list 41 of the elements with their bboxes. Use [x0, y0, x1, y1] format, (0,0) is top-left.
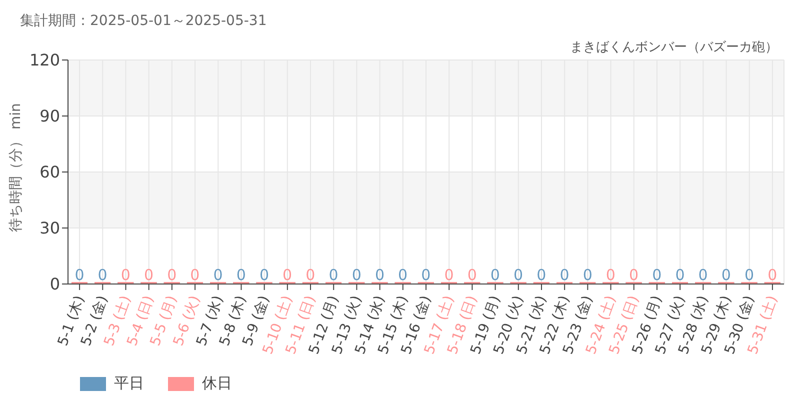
chart-title: 集計期間：2025-05-01～2025-05-31: [20, 12, 267, 30]
data-label: 0: [490, 266, 500, 284]
y-tick-label: 120: [29, 50, 60, 70]
data-label: 0: [213, 266, 223, 284]
data-label: 0: [236, 266, 246, 284]
data-label: 0: [467, 266, 477, 284]
data-label: 0: [259, 266, 270, 284]
y-tick-label: 90: [40, 106, 60, 126]
data-label: 0: [282, 266, 292, 284]
data-label: 0: [582, 266, 592, 284]
data-label: 0: [698, 266, 708, 284]
y-tick-label: 0: [50, 274, 60, 294]
y-axis-title: 待ち時間（分） min: [8, 103, 24, 232]
data-label: 0: [652, 266, 662, 284]
data-label: 0: [74, 266, 84, 284]
y-tick-label: 30: [40, 218, 60, 238]
data-label: 0: [606, 266, 616, 284]
data-label: 0: [675, 266, 685, 284]
data-label: 0: [98, 266, 108, 284]
data-label: 0: [444, 266, 454, 284]
data-label: 0: [768, 266, 778, 284]
data-label: 0: [120, 266, 130, 284]
y-tick-label: 60: [40, 162, 60, 182]
data-label: 0: [190, 266, 200, 284]
data-label: 0: [328, 266, 338, 284]
data-label: 0: [398, 266, 408, 284]
data-label: 0: [144, 266, 154, 284]
legend-label: 平日: [113, 374, 144, 393]
data-label: 0: [629, 266, 639, 284]
data-label: 0: [536, 266, 546, 284]
data-label: 0: [306, 266, 316, 284]
legend-label: 休日: [201, 374, 232, 393]
data-label: 0: [721, 266, 731, 284]
data-label: 0: [352, 266, 362, 284]
data-label: 0: [560, 266, 570, 284]
data-label: 0: [167, 266, 177, 284]
data-label: 0: [514, 266, 524, 284]
data-label: 0: [744, 266, 754, 284]
data-label: 0: [374, 266, 384, 284]
chart-subtitle: まきばくんボンバー（バズーカ砲）: [570, 39, 778, 56]
data-label: 0: [421, 266, 431, 284]
